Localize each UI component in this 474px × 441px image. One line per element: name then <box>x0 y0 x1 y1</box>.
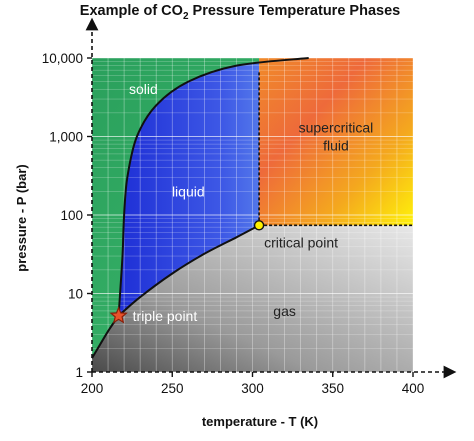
triple-point-marker <box>109 306 128 324</box>
x-tick-label: 200 <box>81 381 104 396</box>
y-axis-label: pressure - P (bar) <box>14 164 29 271</box>
phase-boundary-curves <box>91 57 413 359</box>
grid-lines <box>91 57 414 373</box>
critical-point-label: critical point <box>264 234 338 250</box>
axes <box>85 17 457 379</box>
y-tick-label: 100 <box>60 208 83 223</box>
region-labels: solid liquid supercritical fluid gas <box>129 81 373 319</box>
x-tick-label: 350 <box>321 381 344 396</box>
region-label-line: gas <box>273 303 296 319</box>
tick-labels: 200 250 300 350 400 1 10 100 1,000 10,000 <box>42 51 425 396</box>
special-points: triple point critical point <box>109 220 338 324</box>
supercritical-region <box>259 58 413 226</box>
triple-point-label: triple point <box>133 308 198 324</box>
x-tick-label: 300 <box>241 381 264 396</box>
y-tick-label: 10 <box>68 287 83 302</box>
region-label-gas: gas <box>273 303 296 319</box>
x-tick-label: 250 <box>161 381 184 396</box>
x-axis-label: temperature - T (K) <box>202 414 318 429</box>
solid-region <box>92 58 309 359</box>
chart-title: Example of CO2 Pressure Temperature Phas… <box>80 3 400 22</box>
y-tick-label: 1 <box>75 365 83 380</box>
y-tick-label: 10,000 <box>42 51 83 66</box>
critical-point-marker <box>253 220 265 231</box>
gas-region <box>92 225 413 372</box>
region-label-line: solid <box>129 81 158 97</box>
region-label-liquid: liquid <box>172 183 205 199</box>
region-label-solid: solid <box>129 81 158 97</box>
region-label-line: liquid <box>172 183 205 199</box>
boiling-curve <box>117 224 260 317</box>
melting-curve <box>117 57 309 316</box>
phase-regions <box>92 58 413 372</box>
y-tick-label: 1,000 <box>49 130 83 145</box>
x-tick-label: 400 <box>402 381 425 396</box>
region-label-supercritical: supercritical fluid <box>299 120 374 154</box>
region-label-line: supercritical <box>299 120 374 136</box>
region-label-line: fluid <box>323 138 349 154</box>
liquid-region <box>118 58 309 316</box>
